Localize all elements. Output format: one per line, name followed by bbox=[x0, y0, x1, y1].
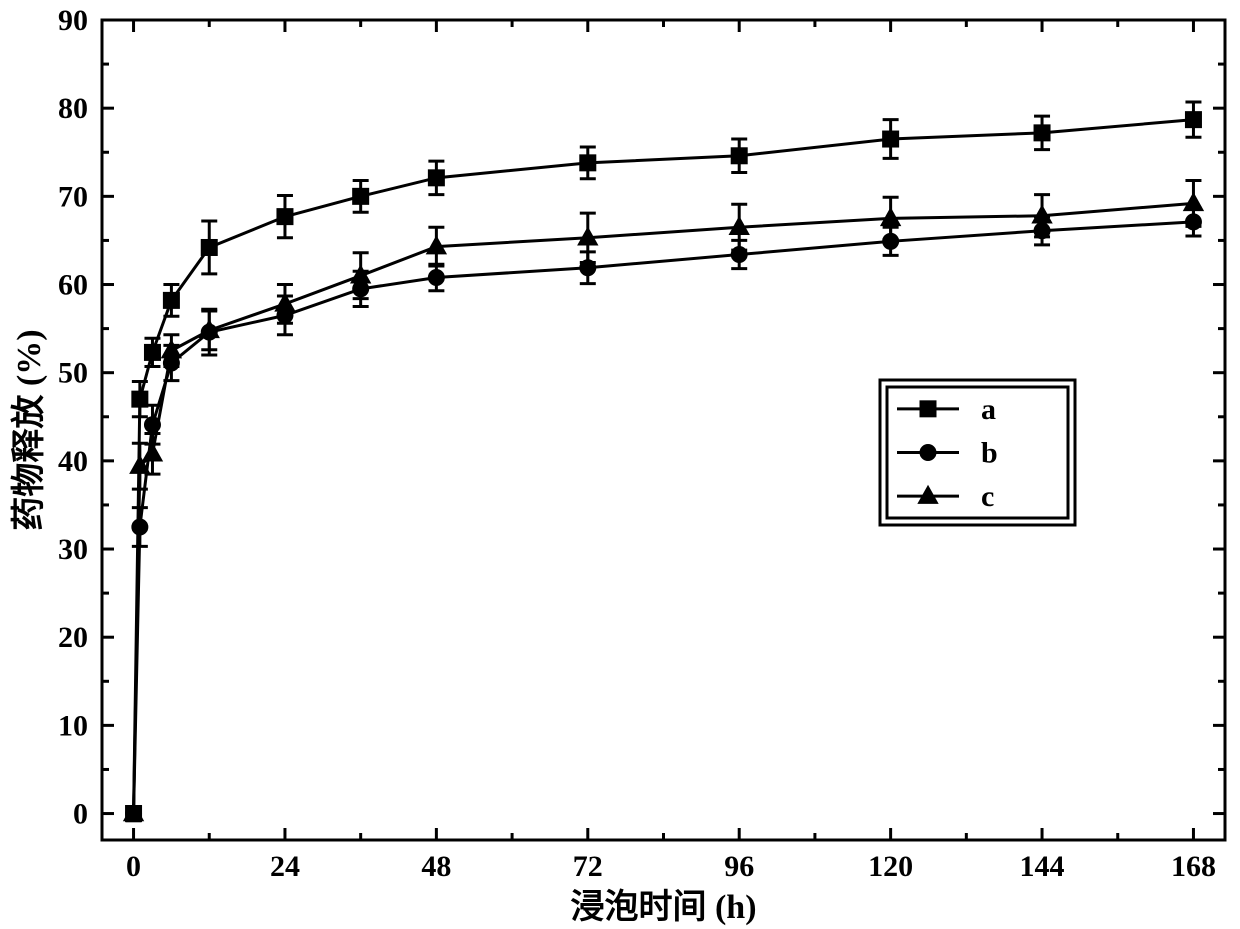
y-axis-label: 药物释放 (%) bbox=[10, 329, 48, 530]
y-tick-label: 10 bbox=[58, 709, 88, 742]
x-tick-label: 72 bbox=[573, 850, 603, 883]
x-tick-label: 168 bbox=[1171, 850, 1216, 883]
x-tick-label: 0 bbox=[126, 850, 141, 883]
legend: abc bbox=[880, 380, 1075, 525]
legend-label-b: b bbox=[981, 437, 998, 470]
x-tick-label: 48 bbox=[421, 850, 451, 883]
x-axis-label: 浸泡时间 (h) bbox=[570, 888, 756, 926]
y-tick-label: 0 bbox=[73, 798, 88, 831]
y-tick-label: 60 bbox=[58, 269, 88, 302]
y-tick-label: 30 bbox=[58, 533, 88, 566]
x-tick-label: 96 bbox=[724, 850, 754, 883]
y-tick-label: 70 bbox=[58, 180, 88, 213]
drug-release-chart: 0 24 48 72 96 120 144 168 0 10 20 30 40 50 60 70 80 90 浸泡时… bbox=[0, 0, 1240, 929]
x-tick-label: 24 bbox=[270, 850, 300, 883]
x-tick-label: 144 bbox=[1020, 850, 1065, 883]
y-tick-label: 80 bbox=[58, 92, 88, 125]
y-tick-label: 50 bbox=[58, 357, 88, 390]
y-tick-label: 40 bbox=[58, 445, 88, 478]
x-tick-label: 120 bbox=[868, 850, 913, 883]
legend-label-c: c bbox=[981, 480, 994, 513]
y-tick-label: 20 bbox=[58, 621, 88, 654]
legend-label-a: a bbox=[981, 393, 996, 426]
chart-container: 0 24 48 72 96 120 144 168 0 10 20 30 40 50 60 70 80 90 浸泡时… bbox=[0, 0, 1240, 929]
y-tick-label: 90 bbox=[58, 4, 88, 37]
